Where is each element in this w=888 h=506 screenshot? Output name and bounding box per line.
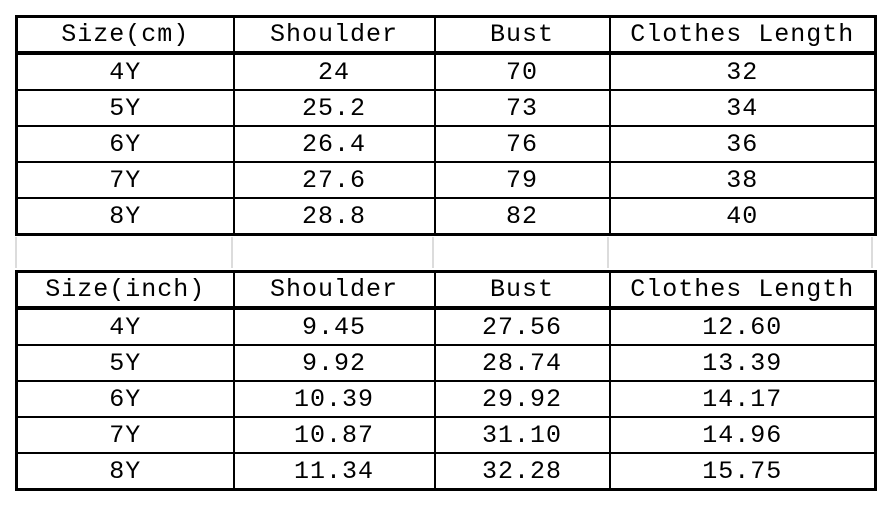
gridline-stub [231,237,233,268]
data-cell: 10.39 [232,380,436,418]
data-cell: 31.10 [433,416,611,454]
gridline-stub [15,237,17,268]
data-cell: 5Y [15,344,235,382]
data-cell: 5Y [15,89,235,127]
data-cell: 76 [433,125,611,163]
data-cell: 11.34 [232,452,436,491]
gridline-stub [607,237,609,268]
table-row: 8Y 11.34 32.28 15.75 [15,452,877,491]
table-row: 6Y 26.4 76 36 [15,125,877,163]
data-cell: 6Y [15,380,235,418]
size-chart-inch-table: Size(inch) Shoulder Bust Clothes Length … [15,270,877,491]
data-cell: 73 [433,89,611,127]
data-cell: 32.28 [433,452,611,491]
data-cell: 7Y [15,416,235,454]
header-cell-size-inch: Size(inch) [15,270,235,310]
gridline-stub [871,237,873,268]
table-row: 5Y 9.92 28.74 13.39 [15,344,877,382]
table-header-row: Size(inch) Shoulder Bust Clothes Length [15,270,877,310]
header-cell-clothes-length: Clothes Length [608,270,877,310]
data-cell: 82 [433,197,611,236]
data-cell: 79 [433,161,611,199]
header-cell-shoulder: Shoulder [232,15,436,55]
data-cell: 12.60 [608,307,877,346]
data-cell: 9.92 [232,344,436,382]
size-chart-cm-table: Size(cm) Shoulder Bust Clothes Length 4Y… [15,15,877,236]
data-cell: 28.8 [232,197,436,236]
table-header-row: Size(cm) Shoulder Bust Clothes Length [15,15,877,55]
header-cell-bust: Bust [433,270,611,310]
table-row: 7Y 10.87 31.10 14.96 [15,416,877,454]
header-cell-size-cm: Size(cm) [15,15,235,55]
table-row: 6Y 10.39 29.92 14.17 [15,380,877,418]
data-cell: 9.45 [232,307,436,346]
table-row: 7Y 27.6 79 38 [15,161,877,199]
data-cell: 38 [608,161,877,199]
data-cell: 14.96 [608,416,877,454]
data-cell: 14.17 [608,380,877,418]
data-cell: 27.56 [433,307,611,346]
table-row: 4Y 24 70 32 [15,52,877,91]
data-cell: 26.4 [232,125,436,163]
data-cell: 15.75 [608,452,877,491]
data-cell: 10.87 [232,416,436,454]
data-cell: 27.6 [232,161,436,199]
table-row: 4Y 9.45 27.56 12.60 [15,307,877,346]
data-cell: 25.2 [232,89,436,127]
data-cell: 13.39 [608,344,877,382]
table-row: 5Y 25.2 73 34 [15,89,877,127]
data-cell: 7Y [15,161,235,199]
data-cell: 24 [232,52,436,91]
data-cell: 32 [608,52,877,91]
data-cell: 36 [608,125,877,163]
data-cell: 28.74 [433,344,611,382]
table-row: 8Y 28.8 82 40 [15,197,877,236]
data-cell: 4Y [15,307,235,346]
header-cell-bust: Bust [433,15,611,55]
header-cell-clothes-length: Clothes Length [608,15,877,55]
data-cell: 4Y [15,52,235,91]
data-cell: 8Y [15,197,235,236]
data-cell: 70 [433,52,611,91]
data-cell: 8Y [15,452,235,491]
header-cell-shoulder: Shoulder [232,270,436,310]
data-cell: 34 [608,89,877,127]
gridline-stub [432,237,434,268]
data-cell: 6Y [15,125,235,163]
data-cell: 40 [608,197,877,236]
data-cell: 29.92 [433,380,611,418]
